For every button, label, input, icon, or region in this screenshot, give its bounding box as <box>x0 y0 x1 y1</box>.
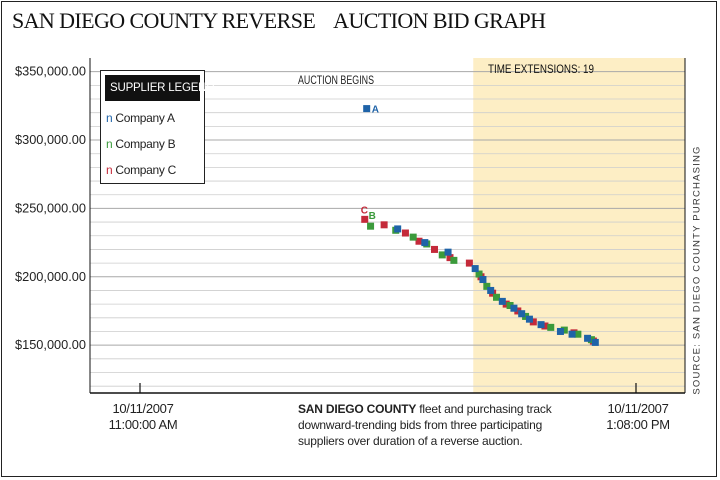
x-tick-label-end: 10/11/2007 1:08:00 PM <box>598 401 678 433</box>
bid-point-b <box>574 330 582 338</box>
source-note: SOURCE: SAN DIEGO COUNTY PURCHASING <box>691 145 703 395</box>
bid-point-a <box>556 327 564 335</box>
bid-point-a <box>591 338 599 346</box>
legend-label-b: Company B <box>115 137 176 151</box>
y-tick-label: $250,000.00 <box>15 201 86 215</box>
bid-point-a <box>568 330 576 338</box>
bid-point-b <box>475 270 483 278</box>
bid-point-c <box>401 229 409 237</box>
bid-point-c <box>431 245 438 253</box>
bid-point-b <box>587 336 595 344</box>
y-tick-label: $350,000.00 <box>15 65 86 79</box>
bid-point-b <box>493 293 500 301</box>
legend-marker-c: n <box>106 163 113 177</box>
caption-text: fleet and purchasing track downward-tren… <box>298 402 552 448</box>
bid-point-a <box>421 239 429 247</box>
bid-point-a <box>444 248 452 256</box>
bid-point-a <box>537 321 545 329</box>
x-start-time: 11:00:00 AM <box>108 417 178 432</box>
bid-point-b <box>522 312 530 320</box>
legend-label-c: Company C <box>115 163 177 177</box>
bid-point-a <box>394 225 402 233</box>
bid-point-c <box>465 259 473 267</box>
bid-point-a <box>525 315 533 323</box>
bid-point-b <box>547 323 555 331</box>
bid-point-a <box>487 286 495 294</box>
bid-point-c <box>541 322 549 330</box>
legend-item-company-b: n Company B <box>101 131 204 157</box>
bid-point-c <box>380 221 388 229</box>
y-tick-label: $300,000.00 <box>15 133 86 147</box>
time-extensions-label: TIME EXTENSIONS: 19 <box>488 64 594 76</box>
bid-point-b <box>450 256 458 264</box>
bid-point-a <box>510 304 518 312</box>
bid-point-a <box>584 334 592 342</box>
bid-point-c <box>446 254 454 262</box>
chart-caption: SAN DIEGO COUNTY fleet and purchasing tr… <box>298 401 588 449</box>
bid-point-c <box>415 237 423 245</box>
chart-title: SAN DIEGO COUNTY REVERSE AUCTION BID GRAP… <box>12 8 546 34</box>
bid-point-a <box>518 310 526 318</box>
bid-point-a <box>498 297 506 305</box>
legend-item-company-a: n Company A <box>101 105 204 131</box>
time-extension-region <box>473 58 685 393</box>
bid-point-b <box>367 222 375 230</box>
bid-point-b <box>483 282 491 290</box>
series-label-a: A <box>372 105 379 116</box>
legend-marker-a: n <box>106 111 113 125</box>
bid-point-b <box>438 251 446 259</box>
bid-point-a <box>471 265 479 273</box>
title-part-2: AUCTION BID GRAPH <box>333 8 546 33</box>
series-label-b: B <box>369 211 376 222</box>
legend-marker-b: n <box>106 137 113 151</box>
legend-item-company-c: n Company C <box>101 157 204 183</box>
bid-point-c <box>529 318 537 326</box>
legend-title: SUPPLIER LEGEND <box>105 75 215 101</box>
bid-point-b <box>409 233 417 241</box>
x-end-date: 10/11/2007 <box>607 401 669 416</box>
bid-point-c <box>361 215 369 223</box>
bid-point-b <box>506 301 514 309</box>
bid-point-c <box>514 307 522 315</box>
caption-bold: SAN DIEGO COUNTY <box>298 402 417 416</box>
x-end-time: 1:08:00 PM <box>606 417 670 432</box>
y-tick-label: $200,000.00 <box>15 270 86 284</box>
bid-point-a <box>363 105 371 113</box>
y-tick-label: $150,000.00 <box>15 338 86 352</box>
series-label-c: C <box>361 205 368 216</box>
legend-label-a: Company A <box>115 111 175 125</box>
bid-point-b <box>560 326 568 334</box>
bid-point-a <box>479 276 487 284</box>
auction-begins-label: AUCTION BEGINS <box>298 75 374 87</box>
bid-point-c <box>502 300 510 308</box>
title-part-1: SAN DIEGO COUNTY REVERSE <box>12 8 316 33</box>
x-start-date: 10/11/2007 <box>112 401 174 416</box>
x-tick-label-start: 10/11/2007 11:00:00 AM <box>103 401 183 433</box>
